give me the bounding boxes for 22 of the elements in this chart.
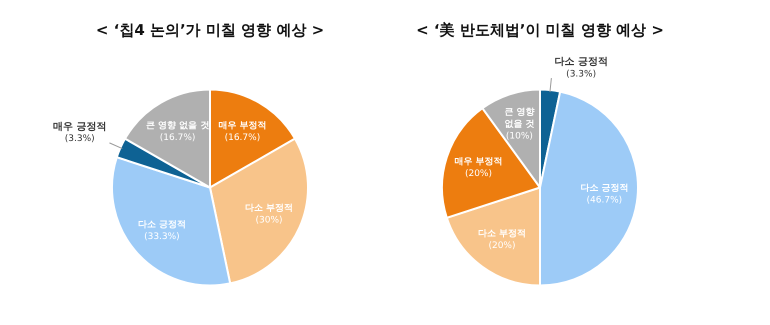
slice-label: 큰 영향 없을 것 [146,120,210,131]
slice-label: 큰 영향 없을 것 [504,107,534,130]
chart-title: < ‘美 반도체법’이 미칠 영향 예상 > [416,20,664,39]
slice-label: 다소 긍정적 [554,56,608,68]
slice-label: 다소 긍정적 [138,220,186,230]
data-label: (3.3%) [64,134,95,144]
data-label: (20%) [488,241,516,252]
data-label: (33.3%) [144,232,180,242]
slice-label: 매우 긍정적 [52,121,106,132]
data-label: (16.7%) [160,132,196,143]
slice-label: 다소 긍정적 [580,184,628,194]
data-label: (3.3%) [566,69,596,80]
data-label: (30%) [256,215,283,226]
slice-label: 다소 부정적 [478,229,526,240]
data-label: (20%) [464,168,492,179]
chart-title: < ‘칩4 논의’가 미칠 영향 예상 > [96,20,324,39]
data-label: (10%) [506,131,533,142]
data-label: (46.7%) [586,196,622,206]
slice-label: 매우 부정적 [454,156,503,167]
slice-label: 매우 부정적 [218,120,266,131]
data-label: (16.7%) [224,132,260,143]
slice-label: 다소 부정적 [244,203,294,214]
